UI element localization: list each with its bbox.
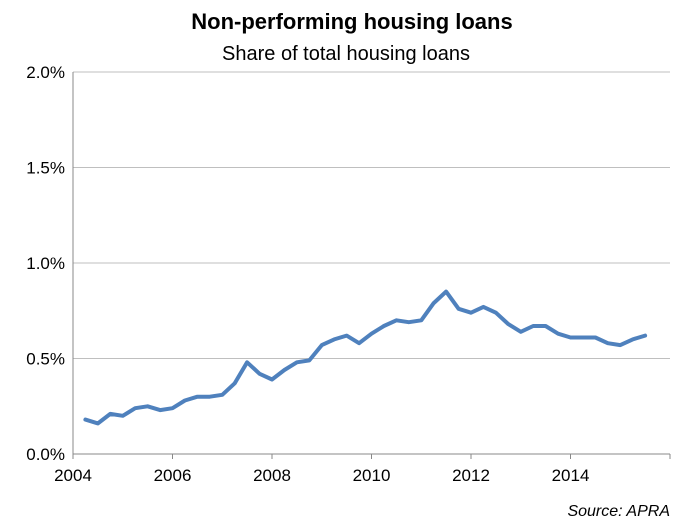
data-point <box>307 358 311 362</box>
data-point <box>108 412 112 416</box>
data-point <box>146 404 150 408</box>
data-point <box>133 406 137 410</box>
y-axis-tick-labels: 0.0% 0.5% 1.0% 1.5% 2.0% <box>26 63 65 464</box>
data-point <box>457 307 461 311</box>
data-point <box>270 378 274 382</box>
data-point <box>519 330 523 334</box>
data-point <box>506 322 510 326</box>
data-point <box>544 324 548 328</box>
data-point <box>643 334 647 338</box>
data-point <box>345 334 349 338</box>
data-point <box>569 336 573 340</box>
data-point <box>444 290 448 294</box>
chart-source-note: Source: APRA <box>567 503 670 520</box>
gridlines <box>73 71 670 359</box>
x-tick-label: 2006 <box>154 466 192 485</box>
data-point <box>631 337 635 341</box>
y-tick-label: 1.5% <box>26 159 65 178</box>
chart-subtitle: Share of total housing loans <box>222 43 470 65</box>
data-point <box>183 399 187 403</box>
x-tick-label: 2010 <box>353 466 391 485</box>
data-point <box>357 341 361 345</box>
x-axis-tick-labels: 2004 2006 2008 2010 2012 2014 <box>54 466 589 485</box>
data-point <box>245 360 249 364</box>
series-layer <box>83 289 648 426</box>
data-point <box>208 395 212 399</box>
data-point <box>382 324 386 328</box>
data-point <box>83 418 87 422</box>
x-tick-label: 2004 <box>54 466 92 485</box>
data-point <box>469 311 473 315</box>
data-point <box>332 337 336 341</box>
data-point <box>606 341 610 345</box>
data-point <box>121 414 125 418</box>
data-point <box>618 343 622 347</box>
y-tick-label: 1.0% <box>26 254 65 273</box>
data-point <box>494 311 498 315</box>
series-line-0 <box>83 289 648 426</box>
data-point <box>581 336 585 340</box>
data-point <box>419 318 423 322</box>
data-point <box>394 318 398 322</box>
data-point <box>158 408 162 412</box>
chart-title: Non-performing housing loans <box>191 9 512 34</box>
data-point <box>407 320 411 324</box>
data-point <box>531 324 535 328</box>
x-tick-label: 2014 <box>552 466 590 485</box>
data-point <box>593 336 597 340</box>
data-point <box>295 360 299 364</box>
data-point <box>320 343 324 347</box>
data-point <box>370 332 374 336</box>
y-tick-label: 2.0% <box>26 63 65 82</box>
axes <box>72 72 671 459</box>
x-tick-label: 2012 <box>452 466 490 485</box>
data-point <box>171 406 175 410</box>
data-point <box>556 332 560 336</box>
data-point <box>233 381 237 385</box>
y-tick-label: 0.0% <box>26 445 65 464</box>
data-point <box>96 421 100 425</box>
data-point <box>258 372 262 376</box>
data-point <box>220 393 224 397</box>
data-point <box>481 305 485 309</box>
data-point <box>282 368 286 372</box>
y-tick-label: 0.5% <box>26 350 65 369</box>
x-tick-label: 2008 <box>253 466 291 485</box>
data-point <box>195 395 199 399</box>
data-point <box>432 301 436 305</box>
